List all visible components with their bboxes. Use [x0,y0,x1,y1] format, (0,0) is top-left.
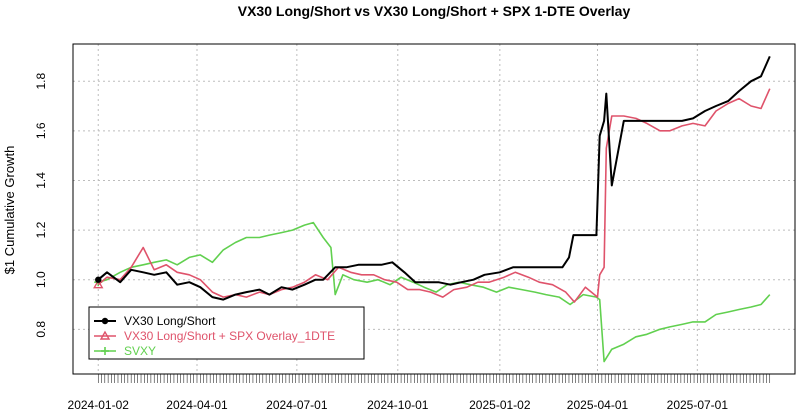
series-line-2 [97,221,771,363]
legend-item: VX30 Long/Short + SPX Overlay_1DTE [94,329,335,343]
chart-title: VX30 Long/Short vs VX30 Long/Short + SPX… [238,3,631,19]
series-marker-1 [93,279,104,289]
legend-box [88,306,365,360]
y-axis-label: $1 Cumulative Growth [2,146,17,275]
x-minor-ticks [97,374,771,383]
legend-label: VX30 Long/Short [124,314,216,328]
x-tick-label: 2025-07-01 [667,398,729,410]
legend-item: VX30 Long/Short [94,314,216,328]
plot-frame [72,43,796,375]
x-tick-label: 2024-07-01 [266,398,328,410]
y-tick-label: 1.6 [34,122,48,139]
grid [73,44,795,374]
plot-series [93,55,771,363]
y-tick-label: 1.0 [34,271,48,288]
legend-item: SVXY [94,344,156,358]
y-tick-label: 1.4 [34,172,48,189]
legend-marker [99,330,111,340]
series-line-1 [97,88,771,303]
x-tick-label: 2025-04-01 [567,398,629,410]
series-marker-0 [95,276,102,283]
y-tick-label: 0.8 [34,321,48,338]
legend-marker [101,317,109,325]
x-tick-label: 2024-04-01 [166,398,228,410]
x-tick-label: 2025-01-02 [469,398,531,410]
series-line-0 [97,55,771,301]
legend-label: SVXY [124,344,156,358]
x-tick-label: 2024-01-02 [68,398,130,410]
y-tick-label: 1.2 [34,221,48,238]
legend-marker [101,347,109,355]
axes: 0.8 1.0 1.2 1.4 1.6 1.8 2024-01-02 2024-04-01 20… [34,73,771,410]
y-tick-label: 1.8 [34,73,48,90]
legend-label: VX30 Long/Short + SPX Overlay_1DTE [124,329,335,343]
x-tick-label: 2024-10-01 [367,398,429,410]
